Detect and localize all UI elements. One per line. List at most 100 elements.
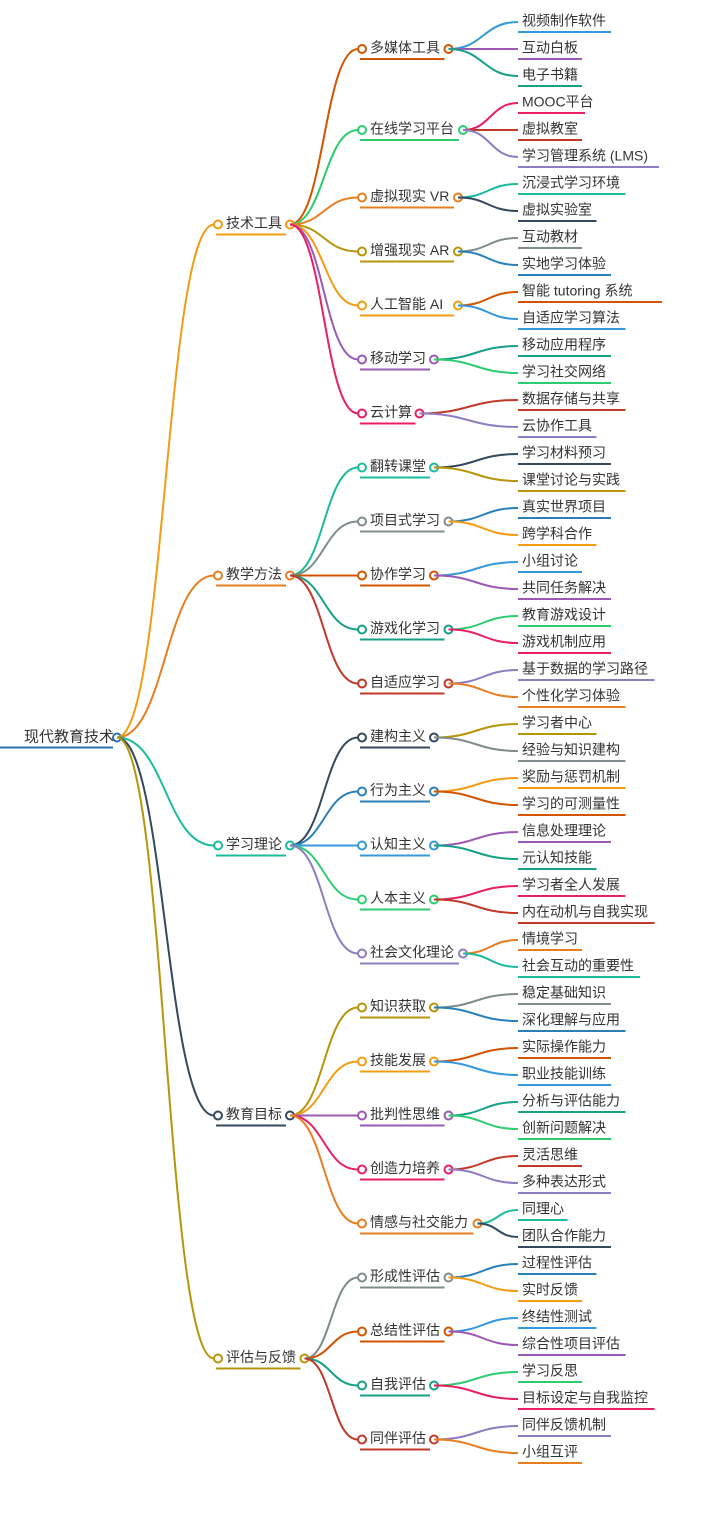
branch — [290, 225, 358, 360]
branch — [458, 198, 518, 212]
node-label: 技术工具 — [226, 215, 282, 231]
branch — [290, 1008, 358, 1116]
node-label: 社会互动的重要性 — [522, 958, 634, 974]
node-label: 同伴评估 — [370, 1430, 426, 1446]
branch — [458, 292, 518, 306]
node-dot — [214, 572, 222, 580]
node-label: 终结性测试 — [522, 1309, 592, 1325]
node-label: 个性化学习体验 — [522, 688, 620, 704]
branch — [290, 846, 358, 954]
node-label: 人工智能 AI — [370, 296, 443, 312]
branch — [463, 103, 518, 130]
branch — [434, 738, 518, 752]
branch — [434, 346, 518, 360]
node-label: 行为主义 — [370, 782, 426, 798]
node-label: 自我评估 — [370, 1376, 426, 1392]
node-label: 同伴反馈机制 — [522, 1417, 606, 1433]
node-label: 同理心 — [522, 1201, 564, 1217]
node-dot — [214, 1355, 222, 1363]
node-label: 学习者中心 — [522, 715, 592, 731]
branch — [434, 1048, 518, 1062]
branch — [290, 522, 358, 576]
node-dot — [358, 1112, 366, 1120]
branch — [478, 1224, 519, 1238]
node-label: 学习者全人发展 — [522, 877, 620, 893]
node-label: 信息处理理论 — [522, 823, 606, 839]
branch — [449, 630, 519, 644]
branch — [449, 22, 519, 49]
branch — [117, 738, 214, 846]
node-label: 课堂讨论与实践 — [522, 472, 620, 488]
node-label: 移动应用程序 — [522, 337, 606, 353]
node-label: 协作学习 — [370, 566, 426, 582]
node-label: 共同任务解决 — [522, 580, 606, 596]
branch — [290, 225, 358, 414]
node-label: 建构主义 — [370, 728, 426, 744]
node-label: 云计算 — [370, 404, 412, 420]
node-label: 沉浸式学习环境 — [522, 175, 620, 191]
node-label: 过程性评估 — [522, 1255, 592, 1271]
node-label: 职业技能训练 — [522, 1066, 606, 1082]
node-dot — [358, 518, 366, 526]
branch — [434, 846, 518, 860]
node-dot — [358, 1058, 366, 1066]
branch — [458, 252, 518, 266]
branch — [434, 832, 518, 846]
branch — [449, 49, 519, 76]
node-label: 创造力培养 — [370, 1160, 440, 1176]
node-dot — [358, 1220, 366, 1228]
node-label: 虚拟教室 — [522, 121, 578, 137]
node-label: 项目式学习 — [370, 512, 440, 528]
node-label: 情境学习 — [522, 931, 578, 947]
node-label: 小组互评 — [522, 1444, 578, 1460]
branch — [290, 576, 358, 630]
branch — [449, 1170, 519, 1184]
node-label: 学习理论 — [226, 836, 282, 852]
node-dot — [358, 1382, 366, 1390]
node-label: 互动白板 — [522, 40, 578, 56]
node-label: 教育游戏设计 — [522, 607, 606, 623]
node-dot — [358, 356, 366, 364]
node-label: 实时反馈 — [522, 1282, 578, 1298]
branch — [434, 562, 518, 576]
node-label: 学习反思 — [522, 1363, 578, 1379]
branch — [449, 522, 519, 536]
branch — [434, 576, 518, 590]
node-label: 增强现实 AR — [370, 242, 449, 258]
branch — [434, 1386, 518, 1400]
branch — [290, 1062, 358, 1116]
branch — [478, 1210, 519, 1224]
branch — [463, 940, 518, 954]
node-label: 游戏机制应用 — [522, 634, 606, 650]
node-label: 评估与反馈 — [226, 1349, 296, 1365]
node-label: 数据存储与共享 — [522, 391, 620, 407]
node-label: 学习社交网络 — [522, 364, 606, 380]
node-dot — [358, 1436, 366, 1444]
branch — [434, 1008, 518, 1022]
node-label: 批判性思维 — [370, 1106, 440, 1122]
branch — [290, 576, 358, 684]
node-label: 小组讨论 — [522, 553, 578, 569]
node-label: 人本主义 — [370, 890, 426, 906]
branch — [290, 1116, 358, 1224]
branch — [434, 1440, 518, 1454]
node-dot — [214, 221, 222, 229]
branch — [434, 778, 518, 792]
branch — [463, 954, 518, 968]
node-dot — [358, 302, 366, 310]
node-label: 社会文化理论 — [370, 944, 454, 960]
branch — [458, 184, 518, 198]
node-dot — [358, 896, 366, 904]
branch — [434, 454, 518, 468]
node-dot — [358, 788, 366, 796]
node-label: 创新问题解决 — [522, 1120, 606, 1136]
node-label: 多媒体工具 — [370, 40, 440, 56]
node-label: 虚拟实验室 — [522, 202, 592, 218]
node-label: 跨学科合作 — [522, 526, 592, 542]
node-label: 元认知技能 — [522, 850, 592, 866]
branch — [420, 414, 519, 428]
node-label: 实地学习体验 — [522, 256, 606, 272]
node-label: 深化理解与应用 — [522, 1012, 620, 1028]
branch — [434, 900, 518, 914]
node-label: 技能发展 — [370, 1052, 426, 1068]
